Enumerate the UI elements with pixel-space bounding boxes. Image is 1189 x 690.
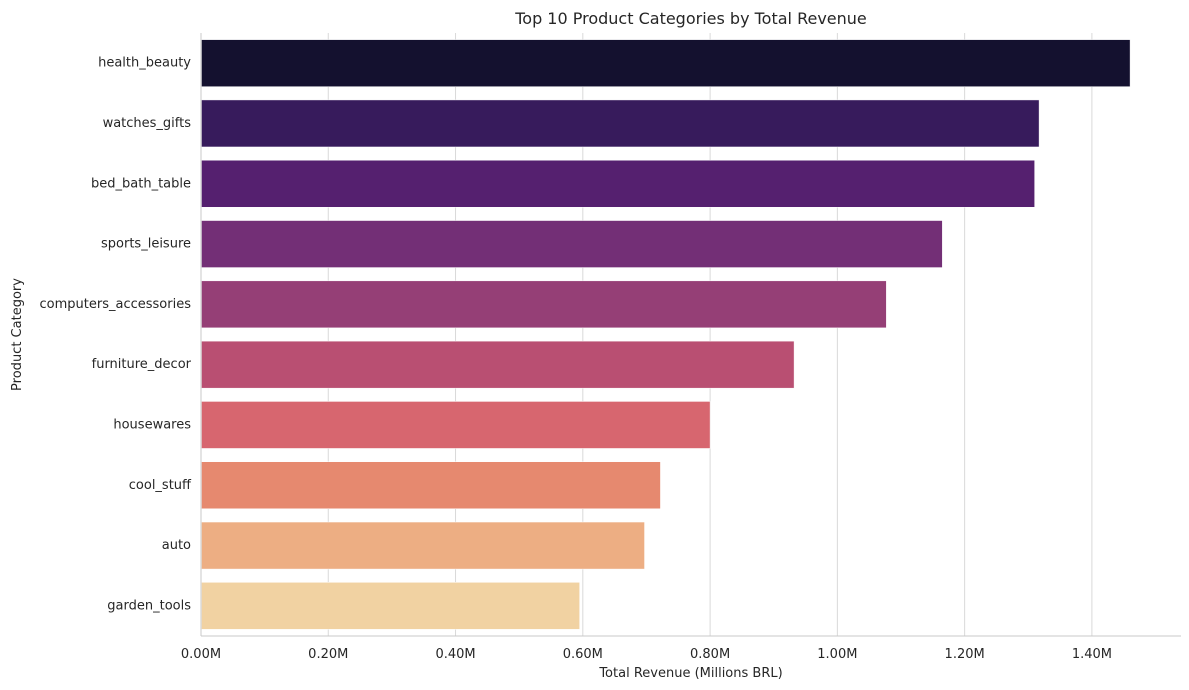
y-tick-label: computers_accessories — [40, 297, 192, 312]
y-tick-label: sports_leisure — [101, 237, 191, 252]
bar-bed-bath-table — [201, 159, 1035, 208]
x-tick-label: 0.80M — [690, 647, 730, 662]
bar-sports-leisure — [201, 220, 943, 268]
chart-title: Top 10 Product Categories by Total Reven… — [514, 9, 867, 28]
y-tick-label: garden_tools — [107, 598, 191, 613]
x-tick-label: 0.60M — [563, 647, 603, 662]
bar-auto — [201, 521, 645, 570]
bar-cool-stuff — [201, 461, 661, 510]
y-tick-label: health_beauty — [98, 56, 191, 71]
y-tick-labels: health_beauty watches_gifts bed_bath_table… — [40, 56, 193, 614]
x-axis-label: Total Revenue (Millions BRL) — [598, 666, 782, 681]
x-tick-labels: 0.00M 0.20M 0.40M 0.60M 0.80M 1.00M 1.20M 1.40M — [181, 647, 1112, 662]
bar-furniture-decor — [201, 340, 795, 389]
bar-health-beauty — [201, 39, 1131, 87]
x-tick-label: 1.20M — [945, 647, 985, 662]
y-tick-label: housewares — [113, 417, 191, 432]
x-tick-label: 0.40M — [435, 647, 475, 662]
y-tick-label: watches_gifts — [103, 116, 192, 131]
x-tick-label: 1.40M — [1072, 647, 1112, 662]
bar-computers-accessories — [201, 280, 887, 329]
x-tick-label: 0.20M — [308, 647, 348, 662]
x-tick-label: 1.00M — [817, 647, 857, 662]
bar-garden-tools — [201, 582, 580, 630]
bar-watches-gifts — [201, 99, 1040, 148]
y-tick-label: cool_stuff — [129, 478, 192, 493]
x-tick-label: 0.00M — [181, 647, 221, 662]
y-axis-label: Product Category — [10, 278, 25, 391]
bar-housewares — [201, 401, 711, 449]
y-tick-label: furniture_decor — [92, 357, 192, 372]
bars — [201, 39, 1131, 630]
y-tick-label: auto — [162, 538, 191, 553]
y-tick-label: bed_bath_table — [91, 176, 191, 191]
